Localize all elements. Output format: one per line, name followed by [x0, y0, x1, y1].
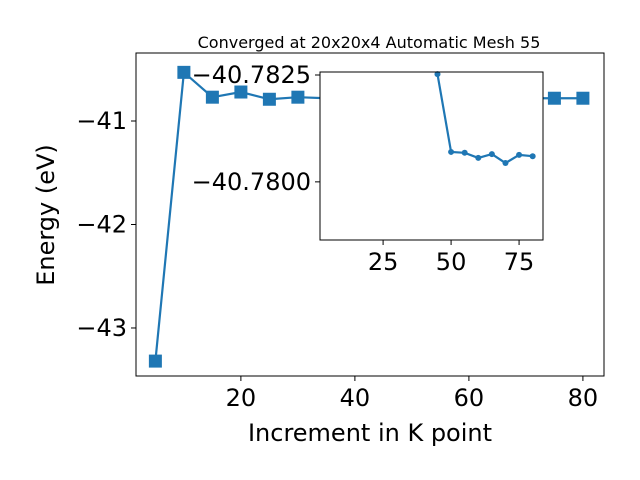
marker [547, 91, 561, 105]
y-tick-label: −42 [76, 210, 127, 238]
marker [488, 151, 495, 158]
chart-title: Converged at 20x20x4 Automatic Mesh 55 [198, 33, 541, 52]
marker [262, 92, 276, 106]
marker [502, 160, 509, 167]
marker [516, 151, 523, 158]
x-tick-label: 60 [454, 384, 485, 412]
marker [177, 65, 191, 79]
x-tick-label: 75 [504, 248, 535, 276]
x-axis-label: Increment in K point [248, 419, 492, 447]
marker [576, 91, 590, 105]
x-tick-label: 50 [436, 248, 467, 276]
y-tick-label: −43 [76, 314, 127, 342]
x-tick-label: 25 [368, 248, 399, 276]
x-tick-label: 20 [226, 384, 257, 412]
marker [234, 85, 248, 99]
marker [434, 71, 441, 78]
marker [205, 90, 219, 104]
marker [529, 153, 536, 160]
axes-frame [319, 71, 544, 241]
y-axis-label: Energy (eV) [32, 144, 60, 286]
marker [291, 90, 305, 104]
marker [448, 148, 455, 155]
marker [148, 354, 162, 368]
x-tick-label: 80 [568, 384, 599, 412]
y-tick-label: −40.7825 [192, 61, 311, 89]
y-tick-label: −40.7800 [192, 168, 311, 196]
marker [475, 154, 482, 161]
x-tick-label: 40 [340, 384, 371, 412]
y-tick-label: −41 [76, 107, 127, 135]
axes-frame [135, 52, 605, 377]
marker [461, 149, 468, 156]
inset-background [320, 72, 543, 240]
